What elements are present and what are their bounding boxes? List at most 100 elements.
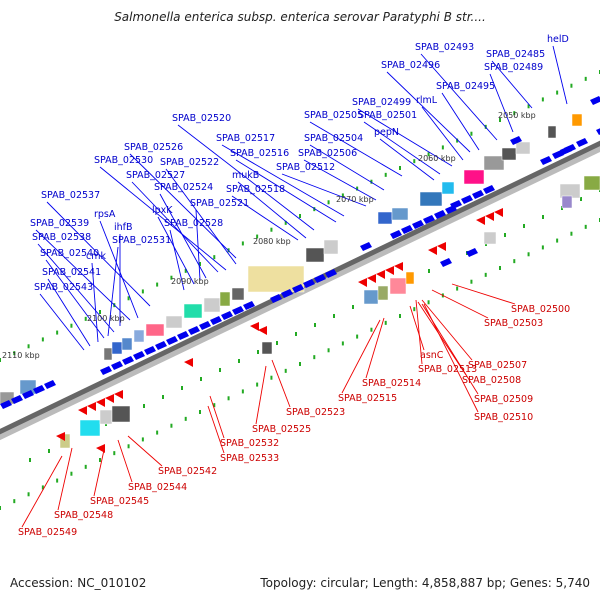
label-leader-forward bbox=[46, 201, 151, 307]
label-leader-forward bbox=[221, 144, 345, 217]
gene-block-reverse bbox=[405, 271, 415, 285]
forward-gene-arrow bbox=[122, 356, 134, 365]
gc-track-tick bbox=[427, 152, 430, 157]
gc-track-tick bbox=[427, 300, 430, 305]
label-leader-reverse bbox=[127, 435, 163, 467]
gene-label-forward: SPAB_02520 bbox=[172, 113, 231, 124]
forward-gene-arrow bbox=[292, 284, 304, 293]
gc-track-tick bbox=[384, 172, 387, 177]
gene-block-forward bbox=[419, 191, 443, 207]
gc-track-tick bbox=[570, 231, 573, 236]
gc-track-tick bbox=[213, 255, 216, 260]
label-leader-forward bbox=[552, 45, 568, 105]
gc-track-tick bbox=[570, 83, 573, 88]
forward-gene-arrow bbox=[210, 316, 222, 325]
gene-label-reverse: SPAB_02532 bbox=[220, 438, 279, 449]
gene-label-reverse: SPAB_02549 bbox=[18, 527, 77, 538]
gc-track-tick bbox=[141, 437, 144, 442]
skew-track-tick bbox=[143, 404, 145, 408]
gc-track-tick bbox=[199, 410, 201, 414]
gc-track-tick bbox=[241, 389, 244, 394]
gene-label-forward: SPAB_02516 bbox=[230, 148, 289, 159]
gc-track-tick bbox=[284, 220, 287, 225]
gc-track-tick bbox=[213, 403, 216, 408]
gc-track-tick bbox=[184, 416, 187, 421]
forward-gene-arrow bbox=[303, 279, 315, 288]
skew-track-tick bbox=[352, 305, 354, 309]
forward-gene-arrow bbox=[540, 156, 552, 165]
gene-block-forward bbox=[133, 329, 145, 343]
forward-gene-arrow bbox=[360, 242, 372, 251]
forward-gene-arrow bbox=[401, 225, 413, 234]
gc-track-tick bbox=[356, 186, 359, 191]
gc-track-tick bbox=[527, 104, 530, 109]
gc-track-tick bbox=[84, 316, 87, 321]
label-leader-forward bbox=[421, 106, 464, 161]
gene-label-reverse: SPAB_02509 bbox=[474, 394, 533, 405]
gc-track-tick bbox=[227, 396, 230, 401]
forward-gene-arrow bbox=[155, 341, 167, 350]
gene-block-forward bbox=[483, 155, 505, 171]
gene-label-reverse: SPAB_02548 bbox=[54, 510, 113, 521]
forward-gene-arrow bbox=[483, 185, 495, 194]
skew-track-tick bbox=[504, 233, 506, 237]
label-leader-forward bbox=[420, 53, 498, 141]
label-leader-forward bbox=[195, 209, 201, 281]
label-leader-reverse bbox=[423, 303, 479, 413]
skew-track-tick bbox=[219, 368, 221, 372]
label-leader-reverse bbox=[271, 359, 291, 408]
reverse-gene-arrow bbox=[494, 208, 503, 217]
gc-track-tick bbox=[184, 268, 187, 273]
gene-label-forward: SPAB_02505 bbox=[304, 110, 363, 121]
gene-label-forward: SPAB_02521 bbox=[190, 198, 249, 209]
label-leader-forward bbox=[309, 144, 385, 191]
label-leader-reverse bbox=[451, 283, 516, 305]
label-leader-forward bbox=[177, 124, 315, 231]
skew-track-tick bbox=[181, 386, 183, 390]
gc-track-tick bbox=[584, 76, 587, 81]
gene-block-forward bbox=[583, 175, 600, 191]
gc-track-tick bbox=[241, 241, 244, 246]
label-leader-forward bbox=[99, 220, 139, 319]
scale-label: 2100 kbp bbox=[87, 314, 125, 323]
label-leader-reverse bbox=[421, 299, 473, 361]
label-leader-reverse bbox=[409, 305, 425, 351]
gene-label-forward: SPAB_02496 bbox=[381, 60, 440, 71]
label-leader-reverse bbox=[431, 289, 489, 319]
gene-label-reverse: SPAB_02544 bbox=[128, 482, 187, 493]
gc-track-tick bbox=[441, 145, 444, 150]
label-leader-forward bbox=[169, 229, 185, 291]
gc-track-tick bbox=[341, 341, 344, 346]
forward-gene-arrow bbox=[440, 258, 452, 267]
forward-gene-arrow bbox=[11, 395, 23, 404]
label-leader-forward bbox=[47, 278, 91, 347]
gc-track-tick bbox=[313, 355, 316, 360]
gc-track-tick bbox=[584, 224, 587, 229]
forward-gene-arrow bbox=[510, 136, 522, 145]
label-leader-forward bbox=[491, 60, 533, 109]
gc-track-tick bbox=[341, 193, 344, 198]
label-leader-forward bbox=[159, 193, 207, 279]
reverse-gene-arrow bbox=[437, 242, 446, 251]
label-leader-forward bbox=[303, 159, 377, 201]
gc-track-tick bbox=[356, 334, 359, 339]
label-leader-forward bbox=[489, 73, 514, 133]
gc-track-tick bbox=[399, 166, 401, 170]
gene-block-forward bbox=[323, 239, 339, 255]
gc-track-tick bbox=[0, 358, 1, 362]
gene-block-reverse bbox=[99, 409, 113, 425]
skew-track-tick bbox=[200, 377, 202, 381]
label-leader-forward bbox=[235, 159, 337, 223]
reverse-gene-arrow bbox=[485, 212, 494, 221]
gc-track-tick bbox=[499, 118, 501, 122]
gc-track-tick bbox=[84, 464, 87, 469]
gc-track-tick bbox=[541, 97, 544, 102]
forward-gene-arrow bbox=[472, 190, 484, 199]
gc-track-tick bbox=[41, 485, 44, 490]
label-leader-forward bbox=[357, 108, 453, 167]
gc-track-tick bbox=[13, 351, 16, 356]
skew-track-tick bbox=[257, 350, 259, 354]
skew-track-tick bbox=[295, 332, 297, 336]
gc-track-tick bbox=[527, 252, 530, 257]
gene-block-reverse bbox=[389, 277, 407, 295]
